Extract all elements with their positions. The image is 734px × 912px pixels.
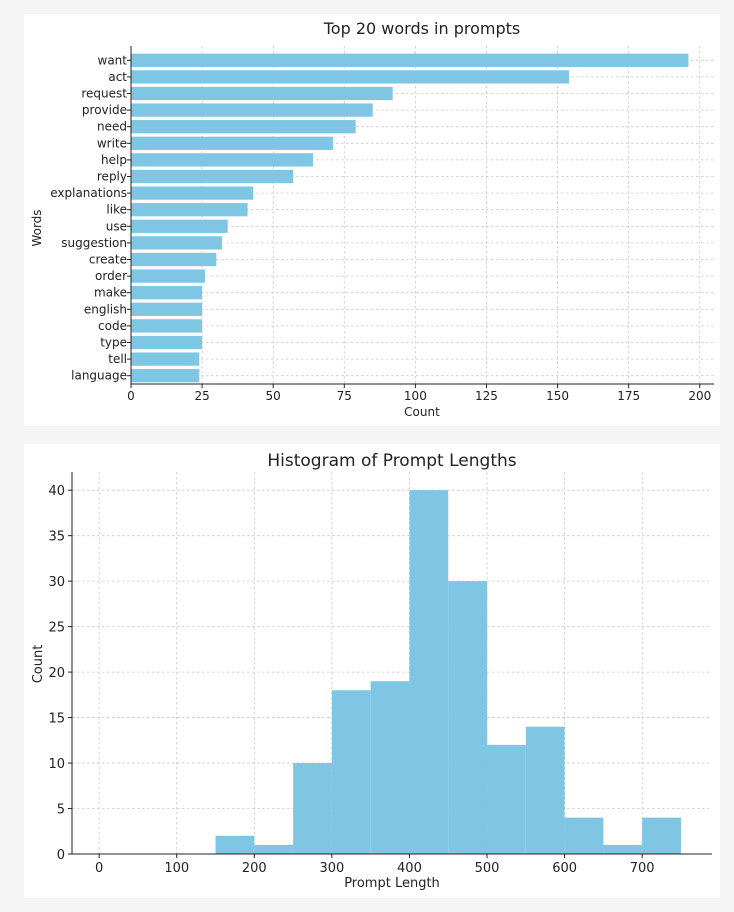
y-tick-labels: want act request provide need write help reply e… xyxy=(50,53,131,383)
histogram-bar xyxy=(642,817,681,854)
bar-reply xyxy=(131,169,294,184)
bar-make xyxy=(131,286,203,300)
y-tick-label: create xyxy=(89,253,127,267)
y-tick-label: reply xyxy=(97,170,127,184)
y-axis-label: Words xyxy=(30,209,44,246)
x-tick-label: 25 xyxy=(194,389,209,403)
x-tick-label: 175 xyxy=(617,389,640,403)
x-tick-label: 100 xyxy=(164,861,189,876)
x-tick-label: 200 xyxy=(688,389,711,403)
y-tick-label: 0 xyxy=(57,848,65,863)
prompt-length-histogram: 0 100 200 300 400 500 600 700 0510152025303540 … xyxy=(31,451,712,891)
y-tick-label: tell xyxy=(108,352,127,366)
x-tick-label: 0 xyxy=(95,861,103,876)
x-tick-label: 100 xyxy=(404,389,427,403)
x-tick-label: 500 xyxy=(475,861,500,876)
y-tick-label: 25 xyxy=(48,621,65,636)
bar-tell xyxy=(131,352,200,366)
y-tick-label: use xyxy=(106,219,127,233)
chart-title: Histogram of Prompt Lengths xyxy=(267,451,516,471)
x-tick-label: 700 xyxy=(630,861,655,876)
bar-want xyxy=(131,53,689,67)
y-tick-label: 15 xyxy=(48,712,65,727)
x-tick-label: 200 xyxy=(242,861,267,876)
bar-need xyxy=(131,120,356,134)
histogram-panel: 0 100 200 300 400 500 600 700 0 5 10 15 20 25 30 35 40 … xyxy=(24,444,720,898)
y-tick-label: 10 xyxy=(48,757,65,772)
bar-write xyxy=(131,136,333,150)
histogram-bar xyxy=(409,490,449,854)
y-axis-label: Count xyxy=(31,645,46,684)
y-tick-label: request xyxy=(81,87,127,101)
bars xyxy=(131,53,689,383)
histogram-bar xyxy=(564,817,604,854)
bar-help xyxy=(131,153,314,167)
bar-like xyxy=(131,203,248,217)
y-tick-label: order xyxy=(95,269,127,283)
y-tick-label: 20 xyxy=(48,666,65,681)
chart-title: Top 20 words in prompts xyxy=(323,19,520,38)
y-tick-label: make xyxy=(94,286,127,300)
bar-language xyxy=(131,369,200,383)
y-tick-labels: 0 5 10 15 20 25 30 35 40 xyxy=(48,484,72,863)
histogram-bar xyxy=(603,844,643,854)
x-tick-label: 0 xyxy=(127,389,135,403)
y-tick-label: act xyxy=(108,70,127,84)
bar-suggestion xyxy=(131,236,223,250)
x-tick-label: 75 xyxy=(337,389,352,403)
bar-create xyxy=(131,252,217,267)
x-tick-label: 150 xyxy=(546,389,569,403)
top-words-bar-chart: 0 25 50 75 100 125 150 175 200 want act request pro… xyxy=(30,19,714,419)
y-tick-label: code xyxy=(98,319,127,333)
x-tick-labels: 0 25 50 75 100 125 150 175 200 xyxy=(127,384,711,403)
bars xyxy=(215,490,681,854)
histogram-bar xyxy=(331,690,371,854)
y-tick-label: provide xyxy=(82,103,127,117)
bar-type xyxy=(131,335,203,350)
bar-english xyxy=(131,302,203,316)
y-tick-label: 5 xyxy=(57,803,65,818)
y-tick-label: type xyxy=(100,336,127,350)
y-tick-label: write xyxy=(97,136,127,150)
x-tick-label: 600 xyxy=(552,861,577,876)
y-tick-label: suggestion xyxy=(61,236,127,250)
y-tick-label: 40 xyxy=(48,484,65,499)
histogram-bar xyxy=(293,763,332,854)
top-words-chart-panel: 0 25 50 75 100 125 150 175 200 want act request pro… xyxy=(24,14,720,426)
x-tick-label: 300 xyxy=(319,861,344,876)
histogram-bar xyxy=(215,835,255,854)
y-tick-label: 35 xyxy=(48,530,65,545)
histogram-bar xyxy=(370,681,410,854)
bar-order xyxy=(131,269,205,283)
x-tick-label: 400 xyxy=(397,861,422,876)
histogram-bar xyxy=(487,744,526,854)
y-tick-label: help xyxy=(101,153,127,167)
bar-provide xyxy=(131,103,373,117)
bar-explanations xyxy=(131,186,254,200)
y-tick-label: english xyxy=(84,302,127,316)
x-tick-labels: 0 100 200 300 400 500 600 700 xyxy=(95,854,655,876)
bar-request xyxy=(131,86,393,101)
bar-code xyxy=(131,319,203,333)
x-tick-label: 50 xyxy=(266,389,281,403)
bar-act xyxy=(131,70,569,84)
y-tick-label: like xyxy=(106,203,127,217)
y-tick-label: explanations xyxy=(50,186,127,200)
histogram-bar xyxy=(448,581,488,854)
histogram-bar xyxy=(525,726,565,854)
histogram-bar xyxy=(254,844,294,854)
x-axis-label: Prompt Length xyxy=(344,876,440,891)
bar-use xyxy=(131,219,228,233)
x-axis-label: Count xyxy=(404,405,440,419)
y-tick-label: language xyxy=(71,369,127,383)
y-tick-label: need xyxy=(97,120,127,134)
x-tick-label: 125 xyxy=(475,389,498,403)
y-tick-label: 30 xyxy=(48,575,65,590)
y-tick-label: want xyxy=(98,53,128,67)
